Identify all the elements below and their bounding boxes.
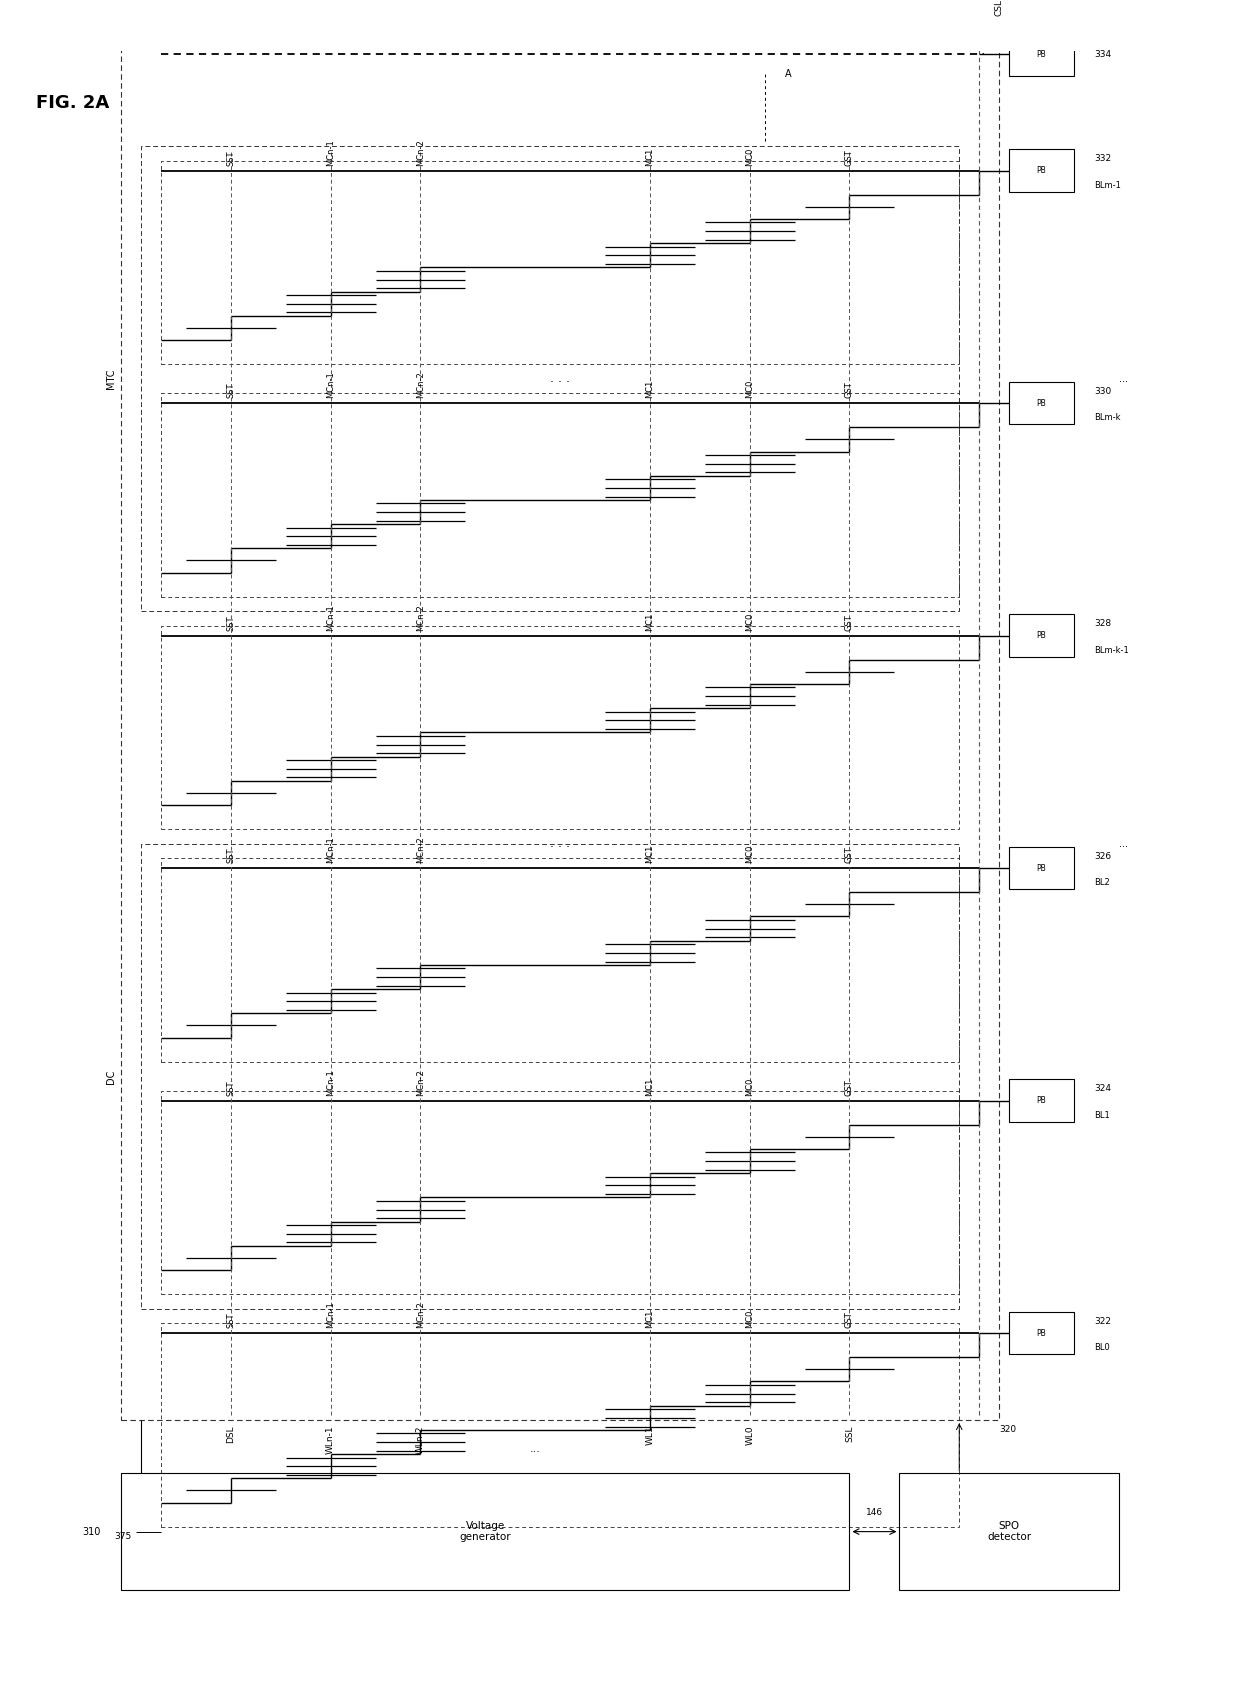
Text: MCn-1: MCn-1 <box>326 837 335 863</box>
Text: MCn-1: MCn-1 <box>326 371 335 398</box>
Text: MC0: MC0 <box>745 613 754 631</box>
Text: SST: SST <box>227 847 236 863</box>
Text: CSL: CSL <box>994 0 1003 15</box>
Text: MCn-1: MCn-1 <box>326 1301 335 1328</box>
Text: A: A <box>785 69 791 79</box>
Text: PB: PB <box>1037 1096 1047 1106</box>
Text: 322: 322 <box>1094 1317 1111 1325</box>
Text: WL0: WL0 <box>745 1425 754 1445</box>
Text: 324: 324 <box>1094 1084 1111 1094</box>
Bar <box>1009 34 1074 76</box>
Bar <box>161 859 960 1062</box>
Bar <box>161 1090 960 1295</box>
Text: GST: GST <box>844 1079 854 1096</box>
Text: BLm-1: BLm-1 <box>1094 181 1121 189</box>
Text: MC1: MC1 <box>646 380 655 398</box>
Text: MC1: MC1 <box>646 147 655 165</box>
Text: SST: SST <box>227 1080 236 1096</box>
Bar <box>1009 614 1074 657</box>
Bar <box>122 1474 849 1590</box>
Text: 330: 330 <box>1094 387 1111 397</box>
Text: WLn-1: WLn-1 <box>326 1425 335 1453</box>
Text: WLn-2: WLn-2 <box>415 1425 425 1453</box>
Text: SST: SST <box>227 150 236 165</box>
Text: DSL: DSL <box>227 1425 236 1443</box>
Text: . . .: . . . <box>551 837 570 851</box>
Bar <box>1009 1079 1074 1123</box>
Text: PB: PB <box>1037 631 1047 640</box>
Text: BLm-k-1: BLm-k-1 <box>1094 645 1128 655</box>
Text: MCn-2: MCn-2 <box>415 837 425 863</box>
Text: MCn-2: MCn-2 <box>415 1301 425 1328</box>
Text: PB: PB <box>1037 51 1047 59</box>
Text: MC1: MC1 <box>646 1077 655 1096</box>
Text: SST: SST <box>227 1313 236 1328</box>
Text: MCn-1: MCn-1 <box>326 1069 335 1096</box>
Text: ...: ... <box>1120 373 1128 383</box>
Bar <box>161 1323 960 1526</box>
Text: GST: GST <box>844 381 854 398</box>
Bar <box>899 1474 1118 1590</box>
Bar <box>141 844 960 1308</box>
Bar <box>1009 847 1074 890</box>
Text: 320: 320 <box>999 1425 1017 1435</box>
Text: 375: 375 <box>114 1531 131 1541</box>
Text: MC0: MC0 <box>745 1077 754 1096</box>
Text: SST: SST <box>227 614 236 631</box>
Text: GST: GST <box>844 614 854 631</box>
Text: 334: 334 <box>1094 51 1111 59</box>
Text: WL1: WL1 <box>646 1425 655 1445</box>
Text: FIG. 2A: FIG. 2A <box>36 95 109 111</box>
Text: MC1: MC1 <box>646 1310 655 1328</box>
Text: MCn-2: MCn-2 <box>415 1069 425 1096</box>
Text: SSL: SSL <box>844 1425 854 1442</box>
Bar <box>161 626 960 829</box>
Text: . . .: . . . <box>551 373 570 385</box>
Text: PB: PB <box>1037 398 1047 407</box>
Text: MCn-1: MCn-1 <box>326 138 335 165</box>
Text: BL0: BL0 <box>1094 1344 1110 1352</box>
Text: 326: 326 <box>1094 852 1111 861</box>
Text: 310: 310 <box>83 1526 102 1536</box>
Text: MC0: MC0 <box>745 1310 754 1328</box>
Text: SPO
detector: SPO detector <box>987 1521 1032 1543</box>
Text: BL1: BL1 <box>1094 1111 1110 1119</box>
Text: PB: PB <box>1037 1328 1047 1337</box>
Text: MCn-1: MCn-1 <box>326 604 335 631</box>
Text: BL2: BL2 <box>1094 878 1110 888</box>
Text: ...: ... <box>1120 839 1128 849</box>
Bar <box>141 147 960 611</box>
Bar <box>1009 381 1074 424</box>
Text: MC1: MC1 <box>646 613 655 631</box>
Text: GST: GST <box>844 149 854 165</box>
Text: MCn-2: MCn-2 <box>415 138 425 165</box>
Text: BLm-k: BLm-k <box>1094 414 1121 422</box>
Text: ...: ... <box>529 1445 541 1455</box>
Bar <box>122 15 999 1420</box>
Text: SST: SST <box>227 383 236 398</box>
Text: 328: 328 <box>1094 619 1111 628</box>
Text: MC0: MC0 <box>745 844 754 863</box>
Bar <box>161 393 960 598</box>
Text: PB: PB <box>1037 864 1047 873</box>
Text: MC0: MC0 <box>745 147 754 165</box>
Text: 146: 146 <box>866 1507 883 1518</box>
Bar <box>161 160 960 365</box>
Bar <box>1009 1312 1074 1354</box>
Text: Voltage
generator: Voltage generator <box>460 1521 511 1543</box>
Text: MCn-2: MCn-2 <box>415 604 425 631</box>
Text: MTC: MTC <box>107 368 117 390</box>
Text: GST: GST <box>844 1312 854 1328</box>
Text: 332: 332 <box>1094 155 1111 164</box>
Text: MC1: MC1 <box>646 844 655 863</box>
Text: MC0: MC0 <box>745 380 754 398</box>
Text: MCn-2: MCn-2 <box>415 371 425 398</box>
Bar <box>1009 149 1074 192</box>
Text: DC: DC <box>107 1069 117 1084</box>
Text: GST: GST <box>844 846 854 863</box>
Text: PB: PB <box>1037 165 1047 176</box>
